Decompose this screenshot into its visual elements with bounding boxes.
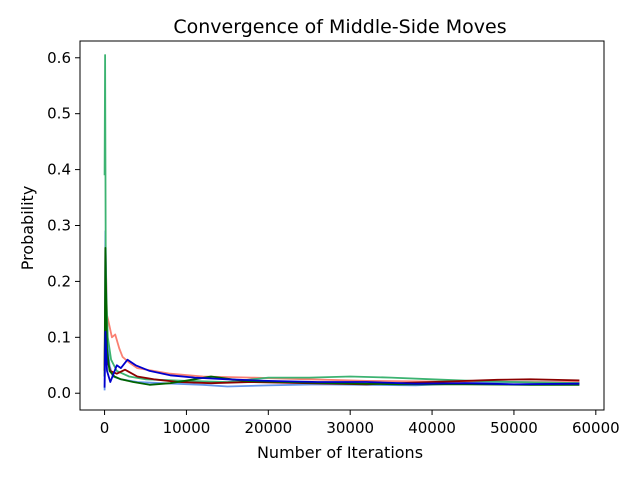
x-tick-label: 30000 bbox=[326, 419, 374, 437]
y-tick-label: 0.6 bbox=[47, 49, 71, 67]
series-line-4 bbox=[103, 291, 580, 386]
y-tick-label: 0.2 bbox=[47, 272, 71, 290]
series-line-3 bbox=[103, 54, 580, 385]
series-line-6 bbox=[103, 330, 580, 388]
y-axis: 0.0 0.1 0.2 0.3 0.4 0.5 0.6 bbox=[47, 49, 80, 402]
chart-title: Convergence of Middle-Side Moves bbox=[173, 16, 506, 38]
x-tick-label: 50000 bbox=[490, 419, 538, 437]
x-tick-label: 20000 bbox=[244, 419, 292, 437]
series-line-5 bbox=[103, 246, 580, 386]
y-tick-label: 0.3 bbox=[47, 217, 71, 235]
y-tick-label: 0.1 bbox=[47, 328, 71, 346]
series-layer bbox=[103, 54, 580, 391]
y-tick-label: 0.5 bbox=[47, 105, 71, 123]
series-line-1 bbox=[103, 241, 580, 383]
plot-frame bbox=[79, 40, 605, 411]
x-axis-label: Number of Iterations bbox=[257, 443, 423, 462]
x-tick-label: 10000 bbox=[163, 419, 211, 437]
x-tick-label: 60000 bbox=[572, 419, 620, 437]
x-axis: 0 10000 20000 30000 40000 50000 60000 bbox=[100, 410, 620, 437]
series-line-2 bbox=[103, 230, 580, 391]
x-tick-label: 0 bbox=[100, 419, 110, 437]
x-tick-label: 40000 bbox=[408, 419, 456, 437]
y-tick-label: 0.0 bbox=[47, 384, 71, 402]
y-axis-label: Probability bbox=[18, 186, 37, 271]
y-tick-label: 0.4 bbox=[47, 161, 71, 179]
